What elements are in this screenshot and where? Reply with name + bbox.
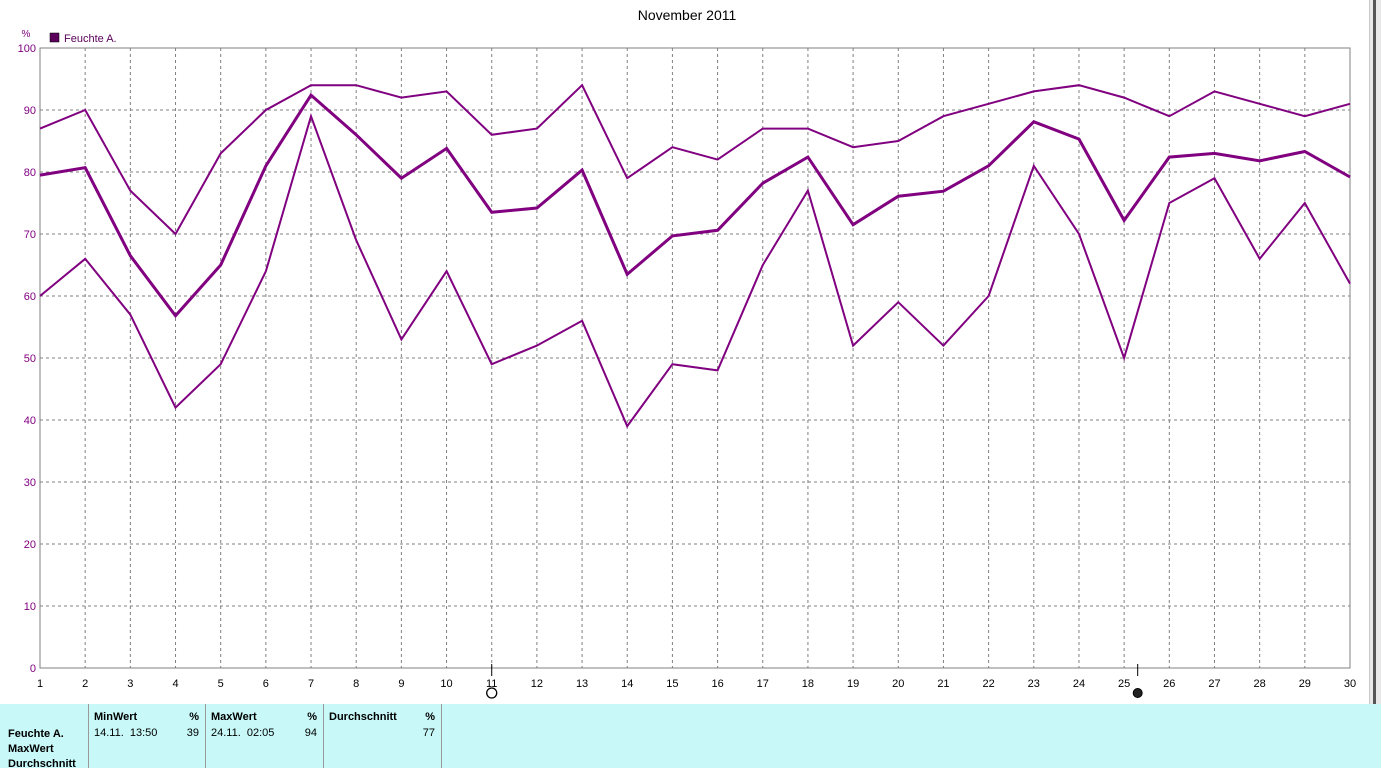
stat-header: Durchschnitt [329,711,397,723]
right-scrollbar-edge [1369,0,1381,704]
y-tick-label: 20 [24,539,36,551]
y-tick-label: 0 [30,663,36,675]
stat-value: 94 [304,727,317,739]
stat-unit: % [189,711,199,723]
stat-unit: % [425,711,435,723]
stat-value: 77 [422,727,435,739]
stat-header: MaxWert [211,711,257,723]
stat-column-min: MinWert % 14.11. 13:50 39 [88,704,206,768]
range-markers [486,664,1143,699]
y-tick-label: 50 [24,353,36,365]
chart-title: November 2011 [638,7,737,23]
x-tick-label: 14 [621,678,633,690]
humidity-chart: November 2011 % Feuchte A. 0 10 20 30 40 50 60… [18,7,1356,699]
row-label-feuchte: Feuchte A. [8,728,64,740]
series-lines [39,83,1351,429]
y-tick-label: 100 [18,43,36,55]
x-tick-label: 15 [666,678,678,690]
stat-column-avg: Durchschnitt % 77 [324,704,442,768]
x-tick-label: 27 [1208,678,1220,690]
x-tick-label: 18 [802,678,814,690]
x-tick-label: 3 [127,678,133,690]
range-end-marker [1132,688,1143,698]
stat-value: 39 [186,727,199,739]
series-line-max [39,83,1351,236]
x-tick-label: 30 [1344,678,1356,690]
x-tick-label: 26 [1163,678,1175,690]
x-tick-label: 29 [1299,678,1311,690]
range-start-marker [486,687,498,699]
stats-panel: Feuchte A. MaxWert Durchschnitt MinWert … [0,704,1381,768]
row-label-maxwert: MaxWert [8,743,54,755]
row-label-durchschnitt: Durchschnitt [8,758,76,768]
stat-header: MinWert [94,711,138,723]
x-tick-label: 28 [1254,678,1266,690]
x-tick-label: 7 [308,678,314,690]
grid [39,47,1351,669]
x-tick-label: 13 [576,678,588,690]
x-tick-label: 9 [398,678,404,690]
x-tick-label: 16 [711,678,723,690]
y-tick-label: 10 [24,601,36,613]
legend-label: Feuchte A. [64,33,117,45]
stat-unit: % [307,711,317,723]
x-tick-label: 22 [982,678,994,690]
x-tick-label: 23 [1028,678,1040,690]
x-tick-label: 25 [1118,678,1130,690]
y-unit-label: % [22,29,31,40]
x-tick-label: 21 [937,678,949,690]
x-tick-label: 11 [486,678,497,690]
stats-row-labels: Feuchte A. MaxWert Durchschnitt [8,727,76,768]
stat-column-max: MaxWert % 24.11. 02:05 94 [206,704,324,768]
x-tick-label: 2 [82,678,88,690]
series-line-avg [39,92,1351,319]
y-tick-label: 40 [24,415,36,427]
y-tick-label: 90 [24,105,36,117]
series-line-min [39,112,1351,429]
x-tick-label: 1 [37,678,43,690]
x-tick-label: 24 [1073,678,1085,690]
y-tick-label: 60 [24,291,36,303]
x-tick-label: 5 [218,678,224,690]
stat-timestamp: 14.11. 13:50 [94,727,158,739]
x-tick-label: 20 [892,678,904,690]
stat-timestamp: 24.11. 02:05 [211,727,275,739]
x-tick-label: 19 [847,678,859,690]
y-tick-label: 30 [24,477,36,489]
x-tick-label: 4 [172,678,178,690]
legend-swatch [49,32,60,43]
y-tick-label: 80 [24,167,36,179]
x-tick-label: 17 [757,678,769,690]
y-tick-label: 70 [24,229,36,241]
x-tick-label: 8 [353,678,359,690]
x-tick-label: 12 [531,678,543,690]
x-tick-label: 10 [440,678,452,690]
x-tick-label: 6 [263,678,269,690]
